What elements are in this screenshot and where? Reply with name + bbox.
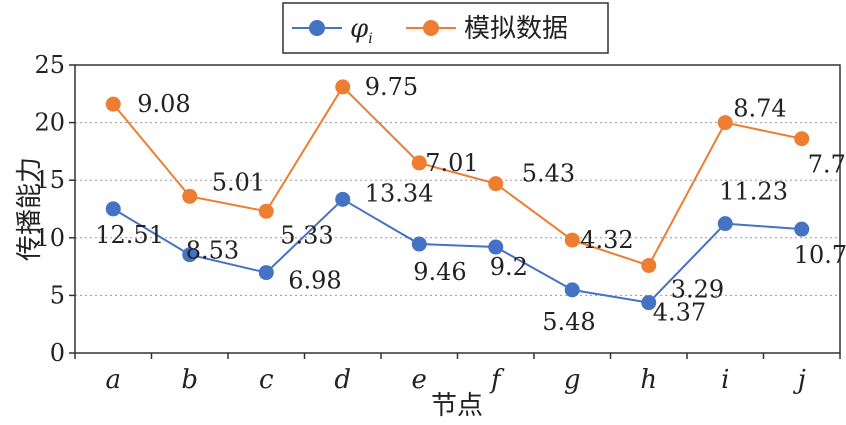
data-label-series-2: 7.76 bbox=[808, 151, 846, 179]
y-tick-label: 15 bbox=[34, 166, 65, 194]
x-tick-label: j bbox=[793, 365, 806, 395]
data-label-series-1: 6.98 bbox=[288, 267, 341, 295]
y-tick-label: 10 bbox=[34, 224, 65, 252]
y-axis-title: 传播能力 bbox=[15, 157, 45, 261]
series-1-point bbox=[335, 191, 351, 207]
x-tick-label: a bbox=[105, 365, 121, 395]
series-2-point bbox=[794, 131, 810, 147]
legend-label-series-2: 模拟数据 bbox=[464, 14, 568, 44]
data-label-series-2: 7.01 bbox=[425, 149, 478, 177]
data-label-series-1: 8.53 bbox=[186, 237, 239, 265]
data-label-series-1: 9.2 bbox=[490, 253, 528, 281]
series-2-point bbox=[717, 115, 733, 131]
x-axis-title: 节点 bbox=[431, 391, 483, 421]
y-tick-label: 0 bbox=[50, 339, 65, 367]
legend-marker-series-2 bbox=[423, 20, 439, 36]
series-2-point bbox=[411, 155, 427, 171]
data-label-series-2: 8.74 bbox=[733, 95, 786, 123]
data-label-series-1: 13.34 bbox=[365, 179, 434, 207]
y-tick-label: 20 bbox=[34, 109, 65, 137]
legend-item-series-2: 模拟数据 bbox=[406, 14, 568, 44]
series-line-2 bbox=[112, 85, 802, 267]
x-tick-label: c bbox=[259, 365, 274, 395]
series-2-point bbox=[258, 203, 274, 219]
x-tick-label: i bbox=[721, 365, 729, 395]
series-1-point bbox=[641, 295, 657, 311]
data-label-series-2: 9.08 bbox=[137, 90, 190, 118]
data-label-series-2: 4.32 bbox=[580, 226, 633, 254]
series-1-point bbox=[794, 221, 810, 237]
data-label-series-2: 3.29 bbox=[671, 275, 724, 303]
series-1-point bbox=[564, 282, 580, 298]
data-label-series-1: 9.46 bbox=[413, 258, 466, 286]
x-tick-label: b bbox=[181, 365, 198, 395]
legend-marker-series-1 bbox=[309, 20, 325, 36]
legend: φi 模拟数据 bbox=[282, 2, 609, 54]
axes: 0 5 10 15 20 25 a b c d e f g h i j bbox=[34, 51, 841, 395]
series-2-point bbox=[488, 176, 504, 192]
x-tick-label: e bbox=[412, 365, 427, 395]
y-tick-label: 5 bbox=[50, 281, 65, 309]
x-tick-label: g bbox=[564, 365, 581, 395]
y-tick-label: 25 bbox=[34, 51, 65, 79]
data-label-series-1: 10.75 bbox=[794, 241, 846, 269]
data-label-series-1: 11.23 bbox=[719, 178, 788, 206]
x-tick-label: f bbox=[489, 365, 505, 395]
series-1-point bbox=[488, 239, 504, 255]
data-label-series-2: 5.33 bbox=[280, 221, 333, 249]
legend-item-series-1: φi bbox=[292, 14, 373, 47]
data-label-series-2: 5.43 bbox=[522, 160, 575, 188]
series-2-point bbox=[564, 232, 580, 248]
series-1-point bbox=[717, 216, 733, 232]
data-label-series-2: 9.75 bbox=[365, 73, 418, 101]
series-2-point bbox=[335, 79, 351, 95]
data-label-series-2: 5.01 bbox=[212, 168, 265, 196]
series-1-point bbox=[105, 201, 121, 217]
data-label-series-1: 5.48 bbox=[542, 308, 595, 336]
legend-label-series-1: φi bbox=[350, 14, 373, 47]
data-label-series-1: 4.37 bbox=[653, 299, 706, 327]
series-layer bbox=[105, 79, 810, 311]
series-2-point bbox=[641, 257, 657, 273]
series-2-point bbox=[182, 188, 198, 204]
series-1-point bbox=[182, 247, 198, 263]
x-tick-label: d bbox=[334, 365, 351, 395]
data-label-series-1: 12.51 bbox=[95, 221, 164, 249]
series-1-point bbox=[411, 236, 427, 252]
series-2-point bbox=[105, 96, 121, 112]
series-1-point bbox=[258, 265, 274, 281]
data-labels: 12.51 8.53 6.98 13.34 9.46 9.2 5.48 4.37 11.23 10… bbox=[95, 73, 846, 336]
series-line-1 bbox=[112, 198, 802, 304]
x-tick-label: h bbox=[640, 365, 657, 395]
